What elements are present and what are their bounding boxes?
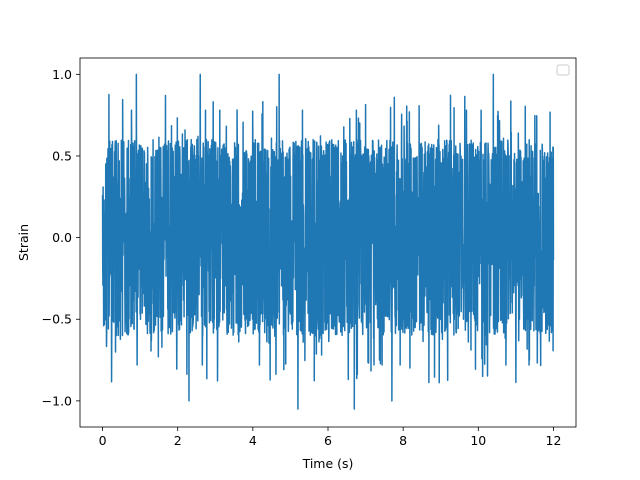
x-tick-label: 10 xyxy=(470,433,486,448)
y-tick-label: 0.5 xyxy=(52,148,72,163)
y-tick-label: −0.5 xyxy=(42,312,72,327)
x-tick-label: 2 xyxy=(174,433,182,448)
x-axis-label: Time (s) xyxy=(302,456,354,471)
legend-box xyxy=(556,64,570,76)
series-line-strain xyxy=(101,73,555,410)
x-tick-label: 0 xyxy=(99,433,107,448)
x-tick-label: 12 xyxy=(546,433,562,448)
plot-area xyxy=(79,57,577,428)
y-tick-label: 0.0 xyxy=(52,230,72,245)
x-tick-label: 8 xyxy=(399,433,407,448)
y-tick-label: −1.0 xyxy=(42,393,72,408)
x-tick-label: 6 xyxy=(324,433,332,448)
x-tick-label: 4 xyxy=(249,433,257,448)
x-axis-ticks: 0 2 4 6 8 10 12 xyxy=(99,427,562,448)
y-tick-label: 1.0 xyxy=(52,67,72,82)
y-axis-ticks: −1.0 −0.5 0.0 0.5 1.0 xyxy=(42,67,80,408)
y-axis-label: Strain xyxy=(16,224,31,261)
